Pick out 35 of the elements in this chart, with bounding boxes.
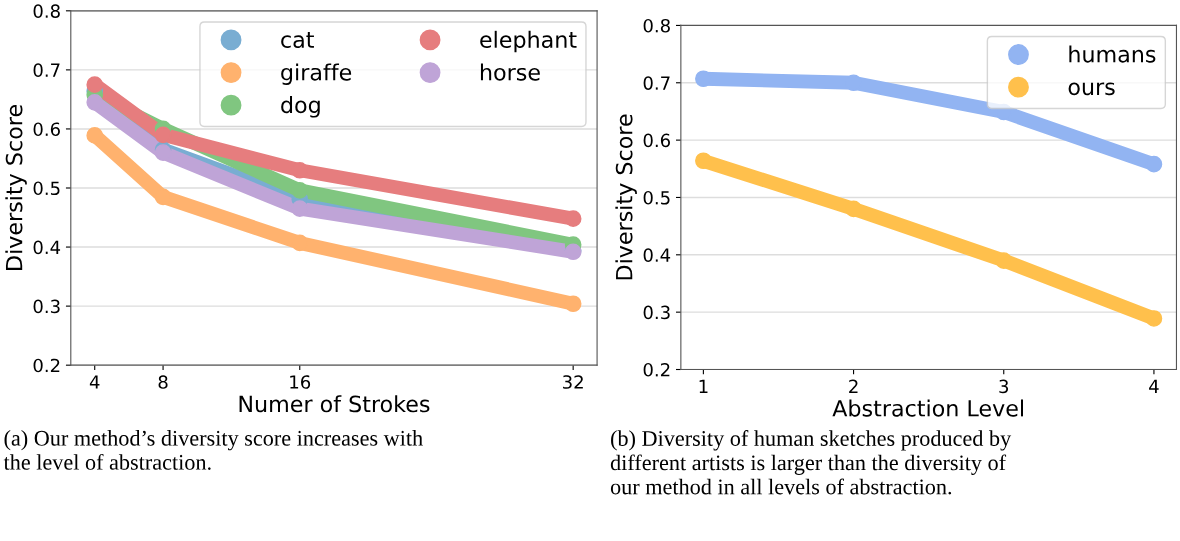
y-tick-label: 0.2: [33, 358, 60, 373]
y-tick-label: 0.7: [33, 63, 60, 77]
y-tick-label: 0.8: [33, 4, 60, 18]
y-axis-title: Diversity Score: [5, 105, 27, 270]
legend-label: horse: [480, 63, 540, 81]
x-tick-label: 3: [999, 379, 1009, 394]
x-tick-label: 4: [1149, 379, 1159, 393]
legend-label: cat: [281, 32, 314, 49]
x-tick-label: 16: [290, 375, 311, 389]
y-tick-label: 0.3: [643, 305, 670, 320]
y-tick-label: 0.2: [643, 362, 670, 377]
legend-label: ours: [1068, 82, 1115, 96]
legend-label: dog: [281, 96, 320, 118]
x-axis-title: Numer of Strokes: [239, 395, 430, 413]
legend-label: elephant: [480, 30, 577, 53]
y-tick-label: 0.3: [33, 299, 60, 314]
x-tick-label: 4: [89, 375, 100, 389]
x-tick-label: 1: [699, 379, 708, 393]
y-axis-title: Diversity Score: [615, 114, 637, 280]
x-axis-title: Abstraction Level: [832, 399, 1024, 417]
y-tick-label: 0.4: [643, 248, 671, 262]
text: (b) Diversity of human sketches produced by different artists is larger than the diversity of our method in all levels of abstraction.: [610, 430, 1012, 495]
y-tick-label: 0.4: [33, 240, 61, 255]
y-tick-label: 0.6: [643, 133, 670, 148]
x-tick-label: 8: [158, 375, 168, 389]
y-tick-label: 0.6: [33, 122, 60, 137]
text: (a) Our method’s diversity score increases with the level of abstraction.: [3, 430, 423, 470]
y-tick-label: 0.7: [643, 76, 670, 90]
x-tick-label: 2: [849, 379, 858, 393]
y-tick-label: 0.5: [33, 181, 60, 196]
x-tick-label: 32: [563, 375, 583, 389]
legend-label: humans: [1069, 45, 1156, 63]
y-tick-label: 0.5: [643, 190, 670, 205]
y-tick-label: 0.8: [643, 18, 670, 33]
legend-label: giraffe: [281, 63, 352, 85]
